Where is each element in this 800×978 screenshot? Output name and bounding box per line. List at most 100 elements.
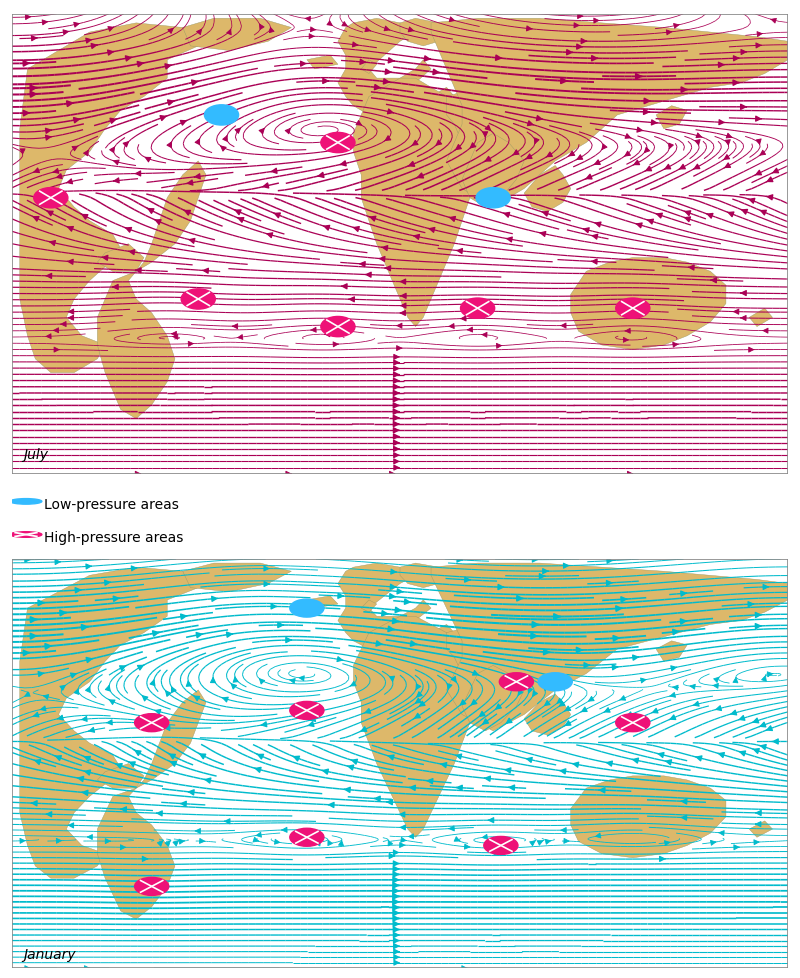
FancyArrowPatch shape <box>559 701 565 706</box>
FancyArrowPatch shape <box>563 563 569 568</box>
Polygon shape <box>656 107 687 130</box>
FancyArrowPatch shape <box>25 692 30 696</box>
Polygon shape <box>362 61 377 74</box>
FancyArrowPatch shape <box>419 701 425 706</box>
FancyArrowPatch shape <box>647 220 654 225</box>
FancyArrowPatch shape <box>753 749 759 754</box>
FancyArrowPatch shape <box>393 619 399 624</box>
FancyArrowPatch shape <box>322 770 328 775</box>
FancyArrowPatch shape <box>658 753 664 758</box>
FancyArrowPatch shape <box>715 706 722 711</box>
Circle shape <box>290 600 324 617</box>
FancyArrowPatch shape <box>384 27 390 31</box>
FancyArrowPatch shape <box>670 692 675 697</box>
FancyArrowPatch shape <box>384 137 390 142</box>
FancyArrowPatch shape <box>195 828 201 833</box>
Circle shape <box>34 189 68 208</box>
FancyArrowPatch shape <box>374 85 381 91</box>
FancyArrowPatch shape <box>74 689 78 694</box>
FancyArrowPatch shape <box>353 227 359 232</box>
FancyArrowPatch shape <box>83 152 88 156</box>
FancyArrowPatch shape <box>237 218 244 223</box>
Polygon shape <box>749 822 773 837</box>
FancyArrowPatch shape <box>632 758 638 763</box>
FancyArrowPatch shape <box>82 625 88 630</box>
FancyArrowPatch shape <box>561 827 566 832</box>
FancyArrowPatch shape <box>730 710 737 715</box>
FancyArrowPatch shape <box>259 679 265 685</box>
FancyArrowPatch shape <box>455 146 462 151</box>
FancyArrowPatch shape <box>325 333 330 337</box>
FancyArrowPatch shape <box>55 560 61 565</box>
FancyArrowPatch shape <box>60 611 66 616</box>
FancyArrowPatch shape <box>393 911 399 915</box>
FancyArrowPatch shape <box>451 677 456 683</box>
FancyArrowPatch shape <box>188 342 194 347</box>
FancyArrowPatch shape <box>586 175 592 180</box>
FancyArrowPatch shape <box>695 141 700 146</box>
FancyArrowPatch shape <box>710 840 716 845</box>
FancyArrowPatch shape <box>766 726 773 731</box>
Text: January: January <box>24 947 76 961</box>
FancyArrowPatch shape <box>760 211 766 216</box>
FancyArrowPatch shape <box>397 589 403 595</box>
FancyArrowPatch shape <box>181 614 187 619</box>
FancyArrowPatch shape <box>353 43 358 48</box>
FancyArrowPatch shape <box>154 220 161 225</box>
FancyArrowPatch shape <box>212 597 218 601</box>
FancyArrowPatch shape <box>564 838 569 843</box>
FancyArrowPatch shape <box>310 717 315 722</box>
Polygon shape <box>400 20 454 47</box>
FancyArrowPatch shape <box>349 297 354 302</box>
FancyArrowPatch shape <box>626 712 633 717</box>
FancyArrowPatch shape <box>734 310 738 315</box>
Circle shape <box>321 133 355 154</box>
FancyArrowPatch shape <box>85 965 90 971</box>
FancyArrowPatch shape <box>755 624 762 629</box>
FancyArrowPatch shape <box>394 391 399 396</box>
FancyArrowPatch shape <box>106 686 110 691</box>
FancyArrowPatch shape <box>741 316 746 321</box>
FancyArrowPatch shape <box>253 837 258 842</box>
FancyArrowPatch shape <box>388 59 394 64</box>
FancyArrowPatch shape <box>564 721 571 727</box>
Polygon shape <box>431 20 788 207</box>
FancyArrowPatch shape <box>584 663 590 668</box>
FancyArrowPatch shape <box>74 118 80 123</box>
FancyArrowPatch shape <box>78 777 83 781</box>
FancyArrowPatch shape <box>534 139 539 145</box>
FancyArrowPatch shape <box>342 22 348 27</box>
FancyArrowPatch shape <box>282 827 287 832</box>
FancyArrowPatch shape <box>46 812 52 817</box>
FancyArrowPatch shape <box>400 825 406 830</box>
FancyArrowPatch shape <box>741 51 746 56</box>
FancyArrowPatch shape <box>756 44 762 49</box>
FancyArrowPatch shape <box>484 157 491 162</box>
FancyArrowPatch shape <box>612 665 618 670</box>
FancyArrowPatch shape <box>360 727 366 732</box>
FancyArrowPatch shape <box>56 174 62 179</box>
FancyArrowPatch shape <box>554 614 560 619</box>
FancyArrowPatch shape <box>757 32 762 37</box>
FancyArrowPatch shape <box>105 581 110 586</box>
FancyArrowPatch shape <box>645 167 651 172</box>
Polygon shape <box>338 563 454 670</box>
FancyArrowPatch shape <box>390 471 395 477</box>
FancyArrowPatch shape <box>60 686 66 690</box>
FancyArrowPatch shape <box>759 745 766 750</box>
FancyArrowPatch shape <box>595 833 601 838</box>
Circle shape <box>321 317 355 337</box>
FancyArrowPatch shape <box>46 129 51 134</box>
FancyArrowPatch shape <box>350 682 356 687</box>
FancyArrowPatch shape <box>644 148 650 154</box>
FancyArrowPatch shape <box>394 397 399 402</box>
FancyArrowPatch shape <box>115 764 122 769</box>
FancyArrowPatch shape <box>414 714 420 719</box>
FancyArrowPatch shape <box>619 696 626 700</box>
FancyArrowPatch shape <box>681 619 686 624</box>
Circle shape <box>10 532 42 538</box>
FancyArrowPatch shape <box>256 832 262 837</box>
FancyArrowPatch shape <box>388 755 394 760</box>
FancyArrowPatch shape <box>390 854 394 859</box>
FancyArrowPatch shape <box>488 818 494 822</box>
